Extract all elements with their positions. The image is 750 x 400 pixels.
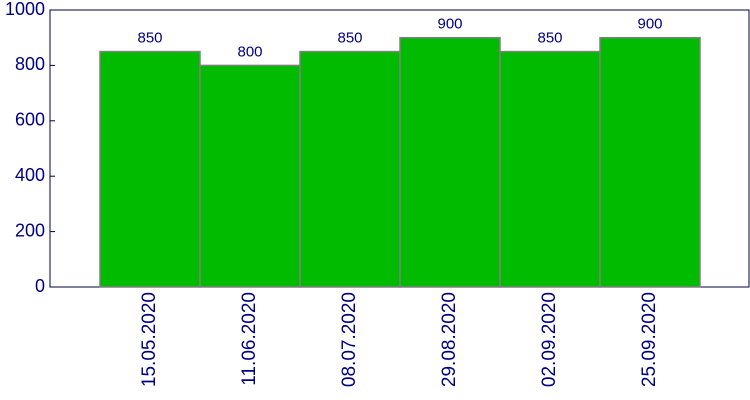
x-tick-label: 15.05.2020 — [139, 292, 160, 387]
x-tick-label: 02.09.2020 — [539, 292, 560, 387]
y-tick-label: 400 — [15, 165, 45, 185]
value-label: 800 — [237, 43, 262, 60]
value-label: 850 — [137, 30, 162, 47]
bar — [299, 50, 401, 288]
x-tick-label: 11.06.2020 — [239, 292, 260, 386]
y-tick-label: 200 — [15, 220, 45, 240]
y-tick-label: 0 — [35, 276, 45, 296]
bar — [99, 50, 201, 288]
value-label: 850 — [537, 30, 562, 47]
x-tick-label: 29.08.2020 — [439, 292, 460, 387]
bar — [499, 50, 601, 288]
bar — [199, 64, 301, 288]
value-label: 850 — [337, 30, 362, 47]
value-label: 900 — [637, 16, 662, 33]
value-label: 900 — [437, 16, 462, 33]
y-tick-label: 1000 — [5, 0, 45, 19]
bar — [599, 36, 701, 288]
x-tick-label: 08.07.2020 — [339, 292, 360, 387]
bar — [399, 36, 501, 288]
y-tick-label: 800 — [15, 54, 45, 74]
y-tick-label: 600 — [15, 110, 45, 130]
x-tick-label: 25.09.2020 — [639, 292, 660, 387]
